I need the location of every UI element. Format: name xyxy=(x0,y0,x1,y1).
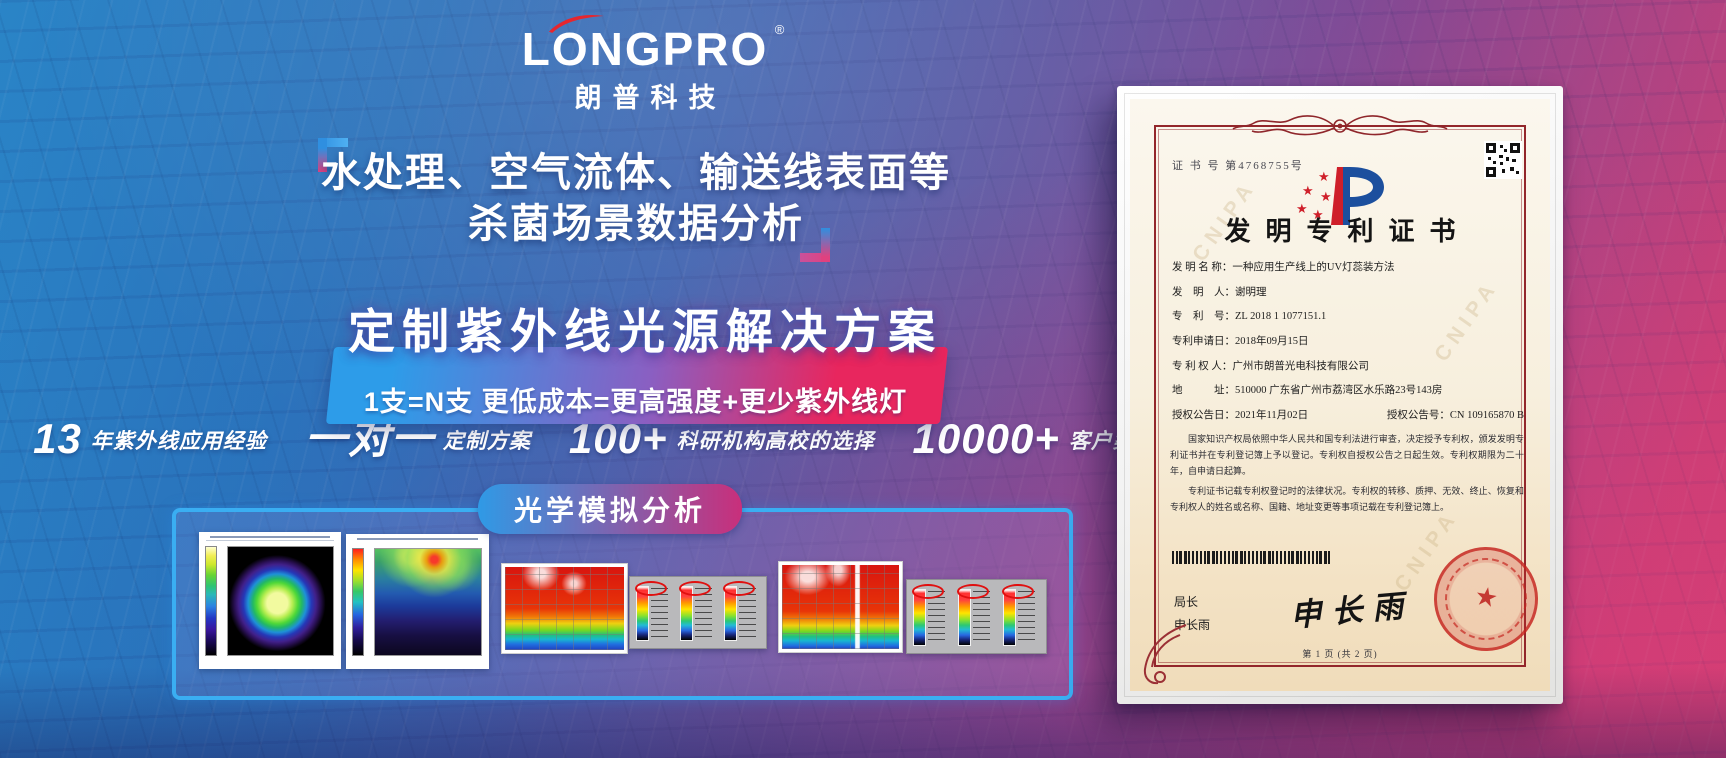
solution-title: 定制紫外线光源解决方案 xyxy=(348,305,942,358)
colorbar-icon xyxy=(352,548,364,656)
legal-paragraph-1: 国家知识产权局依照中华人民共和国专利法进行审查，决定授予专利权，颁发发明专利证书… xyxy=(1170,434,1524,477)
commissioner-name: 申长雨 xyxy=(1174,617,1211,632)
certificate-title: 发明专利证书 xyxy=(1224,217,1471,246)
svg-text:★: ★ xyxy=(1296,202,1308,217)
brand-logo-row: LONGPRO ® xyxy=(521,14,784,75)
stat-value: 一对一 xyxy=(304,415,434,462)
field-grant-date: 授权公告日：2021年11月02日 xyxy=(1172,410,1309,422)
sim-panel-subtitle-bar xyxy=(206,540,334,541)
headline-line2: 杀菌场景数据分析 xyxy=(468,202,804,247)
stat-item-experience: 13 年紫外线应用经验 xyxy=(33,415,267,462)
highlight-ellipse-icon xyxy=(679,581,711,596)
stats-row: 13 年紫外线应用经验 一对一 定制方案 100+ 科研机构高校的选择 1000… xyxy=(33,415,1201,462)
legend-column xyxy=(678,581,718,643)
sim-panel-heatmap-2 xyxy=(779,562,902,652)
legend-column xyxy=(722,581,762,643)
legal-paragraph-2: 专利证书记载专利权登记时的法律状况。专利权的转移、质押、无效、终止、恢复和专利权… xyxy=(1170,485,1524,512)
sim-panel-heatmap-1 xyxy=(502,564,627,653)
certificate-number: 证 书 号 第4768755号 xyxy=(1172,160,1304,172)
stat-value: 13 xyxy=(33,415,82,462)
legend-column xyxy=(1001,584,1042,648)
field-address: 地 址：510000 广东省广州市荔湾区水乐路23号143房 xyxy=(1172,385,1443,397)
headline: 水处理、空气流体、输送线表面等 杀菌场景数据分析 xyxy=(321,148,951,250)
legend-column xyxy=(956,584,997,648)
certificate-fields: 发 明 名 称：一种应用生产线上的UV灯蕊装方法 发 明 人：谢明理 专 利 号… xyxy=(1172,261,1524,434)
ornament-flourish-icon xyxy=(1232,115,1448,136)
sim-panel-legend-2 xyxy=(906,579,1047,654)
field-patentee: 专 利 权 人：广州市朗普光电科技有限公司 xyxy=(1172,360,1369,372)
sim-panel-title-bar xyxy=(210,536,330,538)
commissioner-role: 局长 xyxy=(1174,595,1199,609)
irradiance-plot-circular xyxy=(227,546,334,656)
field-grant: 授权公告日：2021年11月02日 授权公告号：CN 109165870 B xyxy=(1172,409,1524,423)
highlight-ellipse-icon xyxy=(957,584,989,599)
patent-certificate-paper: CNIPA CNIPA CNIPA 证 书 号 第4768755号 xyxy=(1130,99,1550,691)
highlight-ellipse-icon xyxy=(635,581,667,596)
cnipa-emblem-icon: ★ ★ ★ ★ ★ xyxy=(1296,167,1384,225)
svg-text:★: ★ xyxy=(1312,208,1324,223)
highlight-ellipse-icon xyxy=(1002,584,1034,599)
corner-flourish-icon xyxy=(1143,624,1187,685)
patent-certificate-frame: CNIPA CNIPA CNIPA 证 书 号 第4768755号 xyxy=(1117,86,1563,704)
field-invention-name: 发 明 名 称：一种应用生产线上的UV灯蕊装方法 xyxy=(1172,262,1395,273)
sim-panel-noise-map xyxy=(346,534,489,669)
svg-text:★: ★ xyxy=(1302,184,1314,199)
simulation-badge: 光学模拟分析 xyxy=(477,484,743,534)
field-patent-number: 专 利 号：ZL 2018 1 1077151.1 xyxy=(1172,311,1327,323)
stat-item-one-on-one: 一对一 定制方案 xyxy=(304,415,531,462)
field-filing-date: 专利申请日：2018年09月15日 xyxy=(1172,336,1309,348)
legend-column xyxy=(634,581,674,643)
brand-name: LONGPRO xyxy=(521,23,769,75)
brand-name-cn: 朗普科技 xyxy=(574,83,727,113)
quote-open-bracket-icon xyxy=(318,138,348,172)
stat-item-institutions: 100+ 科研机构高校的选择 xyxy=(568,415,875,462)
certificate-page-footer: 第 1 页 (共 2 页) xyxy=(1302,649,1378,659)
tick-labels xyxy=(695,588,712,639)
registered-mark: ® xyxy=(774,22,785,37)
tick-labels xyxy=(739,588,756,639)
certificate-legal-text: 国家知识产权局依照中华人民共和国专利法进行审查，决定授予专利权，颁发发明专利证书… xyxy=(1170,431,1524,518)
stat-value: 100+ xyxy=(568,415,668,462)
simulation-box xyxy=(172,508,1073,700)
tick-labels xyxy=(1018,591,1035,644)
colorbar-icon xyxy=(205,546,217,656)
stat-value: 10000+ xyxy=(912,415,1060,462)
svg-text:★: ★ xyxy=(1318,170,1330,185)
sim-panel-legend-1 xyxy=(629,576,767,649)
tick-labels xyxy=(928,591,945,644)
svg-text:★: ★ xyxy=(1320,190,1332,205)
barcode-icon xyxy=(1172,551,1330,564)
solution-subtitle: 1支=N支 更低成本=更高强度+更少紫外线灯 xyxy=(363,387,908,417)
tick-labels xyxy=(651,588,668,639)
sim-panel-title-bar xyxy=(357,538,478,540)
qr-code-icon xyxy=(1484,141,1522,179)
highlight-ellipse-icon xyxy=(723,581,755,596)
highlight-ellipse-icon xyxy=(912,584,944,599)
stat-label: 年紫外线应用经验 xyxy=(90,429,267,453)
sim-panel-beam-profile xyxy=(199,532,341,669)
headline-line1: 水处理、空气流体、输送线表面等 xyxy=(321,151,951,195)
stat-label: 定制方案 xyxy=(442,429,531,453)
signature-block: 局长 申长雨 xyxy=(1174,591,1210,637)
tick-labels xyxy=(973,591,990,644)
legend-column xyxy=(911,584,952,648)
field-grant-number: 授权公告号：CN 109165870 B xyxy=(1386,410,1524,422)
logo-swoosh-icon xyxy=(548,14,604,33)
irradiance-plot-noise xyxy=(374,548,482,656)
stat-label: 科研机构高校的选择 xyxy=(676,429,875,453)
field-inventor: 发 明 人：谢明理 xyxy=(1172,286,1267,298)
quote-close-bracket-icon xyxy=(800,228,830,262)
brand-logo: LONGPRO ® 朗普科技 xyxy=(521,14,784,115)
